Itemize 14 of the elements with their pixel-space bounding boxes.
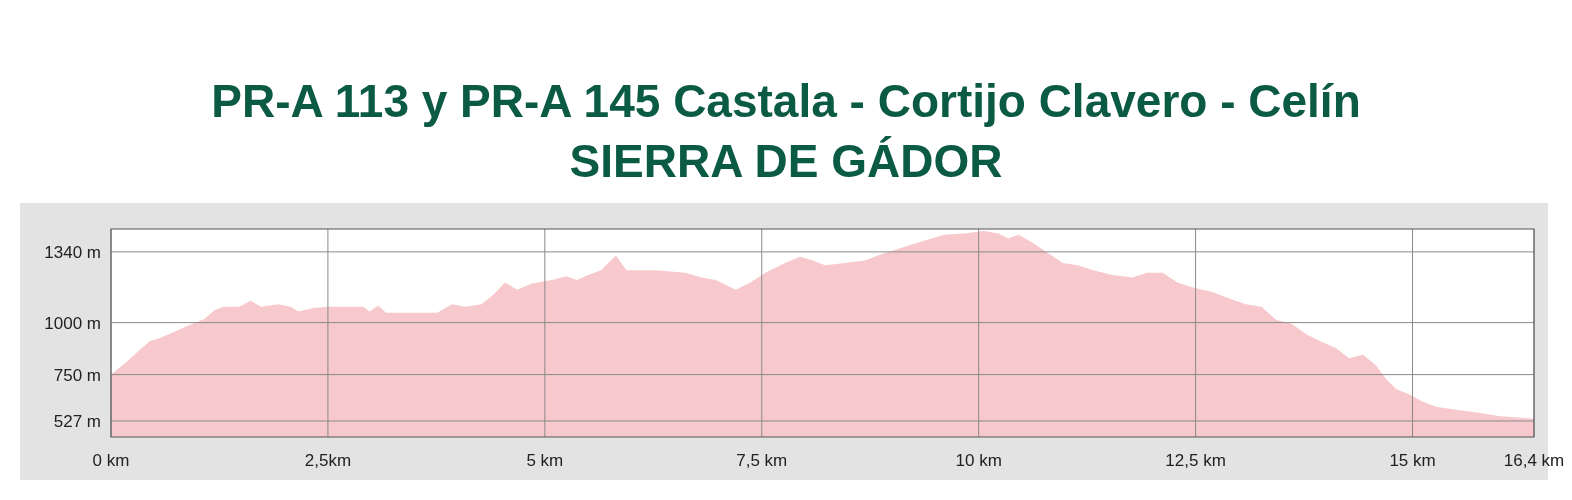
chart-subtitle: SIERRA DE GÁDOR [569, 135, 1003, 187]
x-tick-label: 7,5 km [736, 451, 788, 470]
y-tick-label: 750 m [53, 365, 101, 385]
y-tick-label: 1340 m [44, 242, 101, 262]
x-tick-label: 5 km [526, 451, 564, 470]
x-tick-label: 2,5km [304, 451, 352, 470]
x-tick-label: 10 km [955, 451, 1002, 470]
x-tick-label: 0 km [92, 451, 130, 470]
y-tick-label: 1000 m [44, 313, 101, 333]
chart-title: PR-A 113 y PR-A 145 Castala - Cortijo Clavero - Celín [211, 75, 1361, 127]
x-tick-label: 16,4 km [1503, 451, 1565, 470]
y-tick-label: 527 m [53, 411, 101, 431]
x-tick-label: 12,5 km [1165, 451, 1226, 470]
x-tick-label: 15 km [1389, 451, 1436, 470]
